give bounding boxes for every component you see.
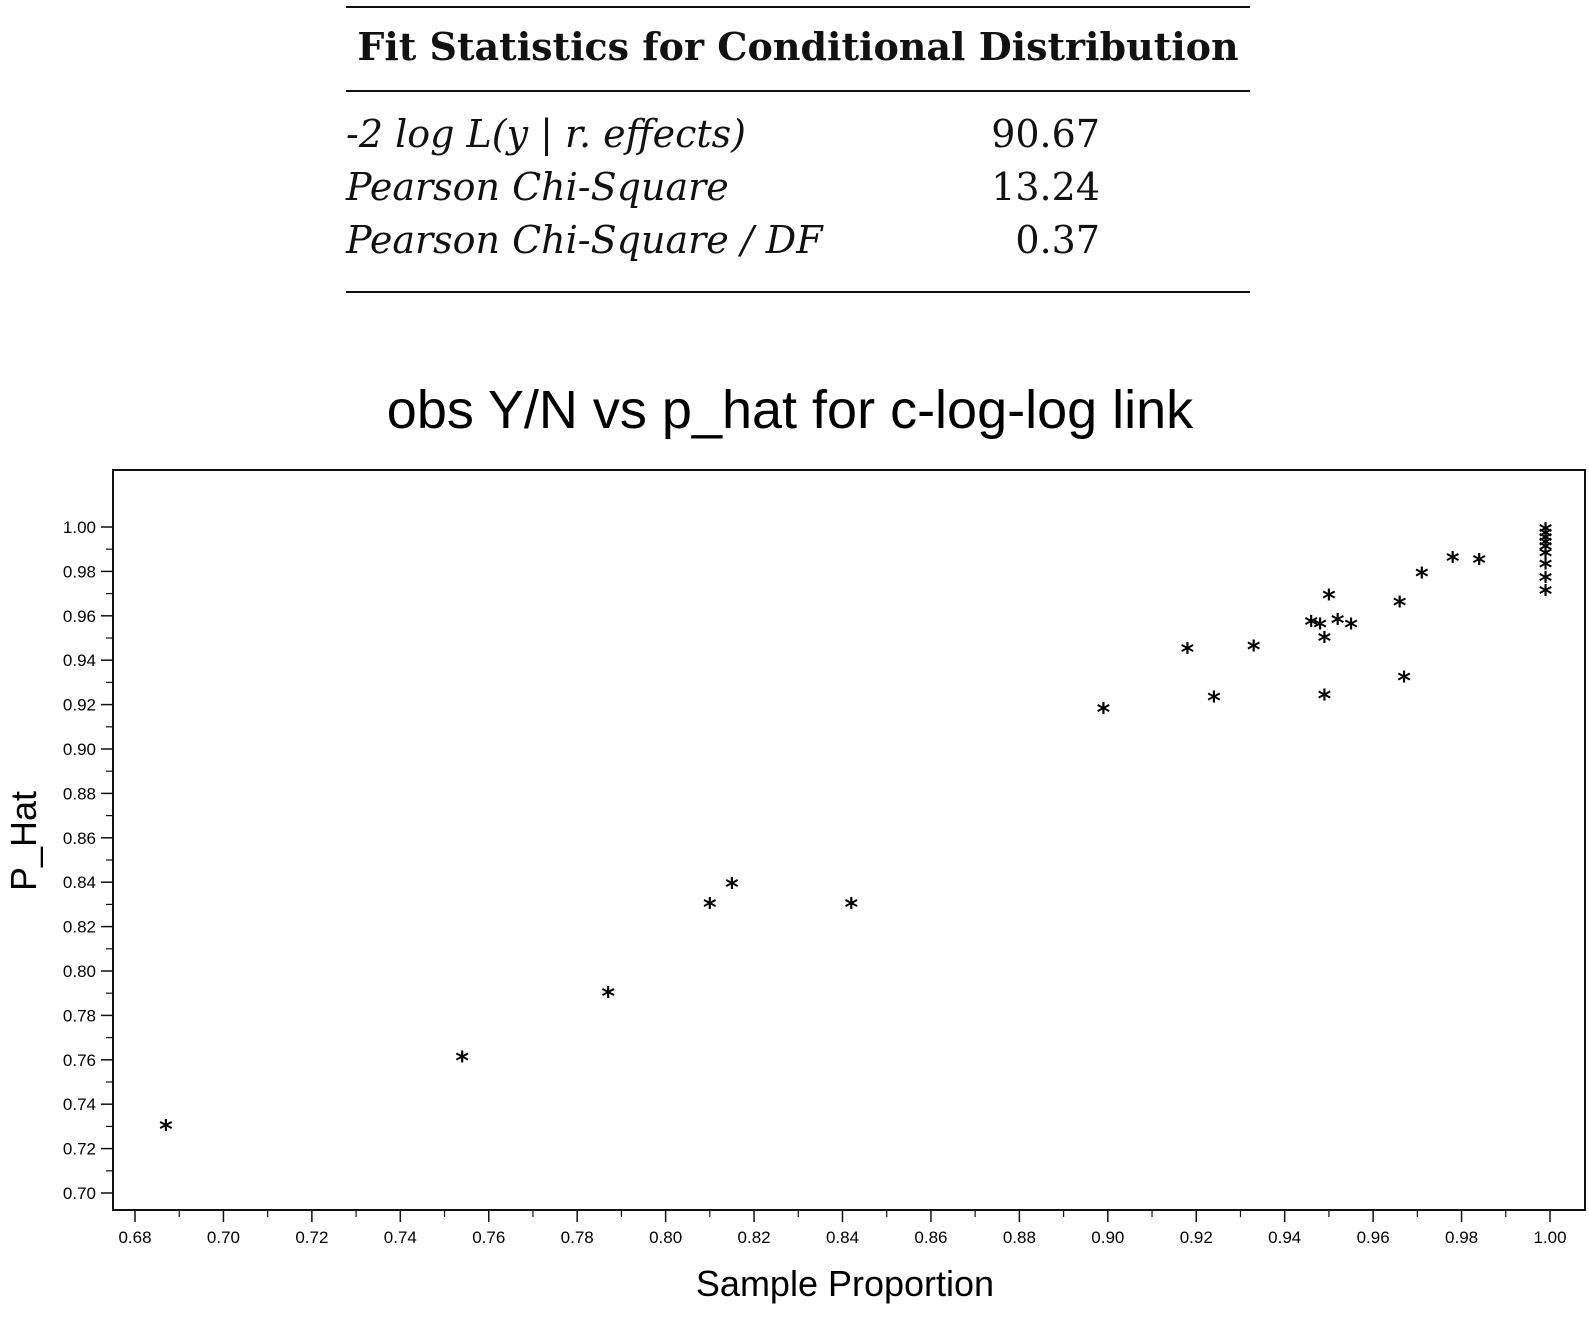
x-tick-label: 0.72 [295,1228,328,1247]
y-tick-label: 0.88 [63,784,96,803]
y-tick-label: 0.94 [63,651,96,670]
y-tick-label: 0.78 [63,1006,96,1025]
scatter-point: * [1538,554,1554,584]
x-tick-label: 0.92 [1180,1228,1213,1247]
scatter-point: * [1392,591,1408,621]
scatter-point: * [1317,627,1333,657]
row-label: Pearson Chi-Square / DF [346,218,823,262]
row-label: Pearson Chi-Square [346,165,729,209]
y-tick-label: 0.74 [63,1095,96,1114]
x-tick-label: 0.76 [472,1228,505,1247]
scatter-point: * [454,1046,470,1076]
y-tick-label: 0.90 [63,740,96,759]
scatter-point: * [1445,547,1461,577]
scatter-point: * [1538,536,1554,566]
scatter-point: * [844,893,860,923]
x-axis: 0.68 0.70 0.72 0.74 0.76 0.78 0.80 0.82 0.84 0.86… [118,1210,1567,1247]
y-tick-label: 0.86 [63,829,96,848]
scatter-point: * [158,1115,174,1145]
scatter-point: * [1303,611,1319,641]
x-tick-label: 0.82 [738,1228,771,1247]
scatter-point: * [1538,567,1554,597]
x-tick-label: 1.00 [1533,1228,1566,1247]
x-tick-label: 0.98 [1445,1228,1478,1247]
y-tick-label: 1.00 [63,518,96,537]
scatter-point: * [1538,580,1554,610]
table-bottom-rule [346,291,1250,293]
x-tick-label: 0.80 [649,1228,682,1247]
scatter-point: * [1414,562,1430,592]
scatter-point: * [1538,527,1554,557]
x-tick-label: 0.90 [1091,1228,1124,1247]
scatter-point: * [1321,585,1337,615]
scatter-point: * [1396,667,1412,697]
row-label: -2 log L(y | r. effects) [346,112,746,156]
scatter-point: * [1343,613,1359,643]
x-tick-label: 0.94 [1268,1228,1301,1247]
row-value: 90.67 [991,112,1100,156]
y-tick-label: 0.76 [63,1051,96,1070]
scatter-chart: obs Y/N vs p_hat for c-log-log link 0.68… [3,380,1586,1304]
scatter-point: * [1317,685,1333,715]
y-tick-label: 0.82 [63,918,96,937]
x-tick-label: 0.86 [914,1228,947,1247]
x-tick-label: 0.96 [1357,1228,1390,1247]
scatter-point: * [1096,698,1112,728]
x-tick-label: 0.78 [561,1228,594,1247]
x-tick-label: 0.74 [384,1228,417,1247]
table-top-rule [346,6,1250,8]
scatter-point: * [1471,549,1487,579]
scatter-point: * [724,873,740,903]
table-title: Fit Statistics for Conditional Distribut… [357,24,1239,69]
y-axis: 1.00 0.98 0.96 0.94 0.92 0.90 0.88 0.86 0.84 0.82… [63,518,113,1203]
y-axis-label: P_Hat [3,791,44,891]
y-tick-label: 0.92 [63,696,96,715]
table-row: Pearson Chi-Square / DF 0.37 [346,214,1250,267]
table-row: -2 log L(y | r. effects) 90.67 [346,108,1250,161]
scatter-point: * [1538,542,1554,572]
y-tick-label: 0.98 [63,562,96,581]
scatter-point: * [1206,687,1222,717]
table-row: Pearson Chi-Square 13.24 [346,161,1250,214]
scatter-point: * [1330,609,1346,639]
table-header-rule [346,90,1250,92]
scatter-point: * [600,982,616,1012]
fit-statistics-table: Fit Statistics for Conditional Distribut… [346,6,1250,293]
table-body: -2 log L(y | r. effects) 90.67 Pearson C… [346,92,1250,291]
x-axis-label: Sample Proportion [696,1263,994,1304]
row-value: 13.24 [991,165,1100,209]
x-tick-label: 0.88 [1003,1228,1036,1247]
y-tick-label: 0.84 [63,873,96,892]
y-tick-label: 0.96 [63,607,96,626]
scatter-point: * [1538,518,1554,548]
row-value: 0.37 [1015,218,1100,262]
scatter-point: * [1246,636,1262,666]
data-points: ********************* ********** [158,518,1553,1145]
scatter-point: * [1312,613,1328,643]
y-tick-label: 0.70 [63,1184,96,1203]
scatter-point: * [1538,531,1554,561]
scatter-point: * [1180,638,1196,668]
scatter-point: * [702,893,718,923]
scatter-point: * [1538,522,1554,552]
chart-title: obs Y/N vs p_hat for c-log-log link [387,380,1194,440]
plot-frame [112,469,1586,1211]
x-tick-label: 0.70 [207,1228,240,1247]
y-tick-label: 0.80 [63,962,96,981]
y-tick-label: 0.72 [63,1140,96,1159]
x-tick-label: 0.68 [118,1228,151,1247]
x-tick-label: 0.84 [826,1228,859,1247]
